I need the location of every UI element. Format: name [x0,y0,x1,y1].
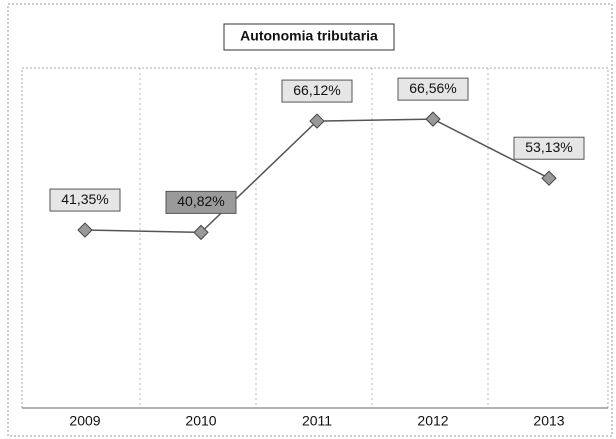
data-label-box [397,77,469,101]
marker [309,113,325,129]
data-label: 40,82% [177,193,224,209]
marker [541,170,557,186]
title-box [223,23,395,51]
chart-title: Autonomia tributaria [240,28,378,44]
data-label-box [513,136,585,160]
data-label-box [165,190,237,214]
data-label-box [281,79,353,103]
x-tick-label: 2011 [302,413,332,429]
data-label-box [49,188,121,212]
x-tick-label: 2012 [417,413,448,429]
plot-area [21,67,609,409]
x-tick-label: 2013 [533,413,564,429]
marker [425,111,441,127]
marker [77,222,93,238]
x-tick-label: 2010 [185,413,216,429]
marker [193,224,209,241]
data-label: 41,35% [61,191,108,207]
data-label: 66,56% [409,80,456,96]
chart-frame [7,3,613,437]
data-label: 66,12% [293,82,340,98]
data-label: 53,13% [525,139,572,155]
x-tick-label: 2009 [69,413,100,429]
